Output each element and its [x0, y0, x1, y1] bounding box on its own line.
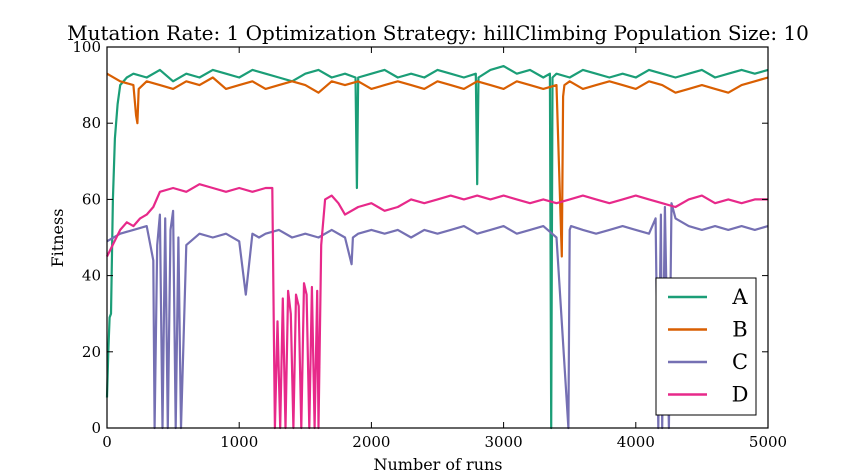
legend-label-d: D: [732, 383, 749, 407]
series-line-c: [106, 202, 769, 430]
legend-label-b: B: [732, 318, 747, 342]
y-axis-label: Fitness: [48, 209, 67, 268]
legend-label-a: A: [731, 285, 748, 309]
y-tick-label: 60: [82, 190, 101, 208]
legend-label-c: C: [732, 350, 748, 374]
series-layer: [105, 64, 769, 430]
x-tick-label: 4000: [617, 433, 655, 451]
x-tick-label: 3000: [485, 433, 523, 451]
series-line-a: [105, 64, 769, 430]
plot-frame: [106, 46, 769, 429]
y-tick-label: 100: [72, 38, 101, 56]
y-tick-label: 0: [91, 419, 101, 437]
series-line-b: [106, 72, 769, 258]
y-tick-label: 40: [82, 267, 101, 285]
y-tick-label: 80: [82, 114, 101, 132]
y-tick-label: 20: [82, 343, 101, 361]
x-tick-label: 0: [102, 433, 112, 451]
x-axis-ticks: 0 1000 2000 3000 4000 5000: [102, 47, 787, 451]
x-tick-label: 2000: [352, 433, 390, 451]
y-axis-ticks: 0 20 40 60 80 100: [72, 38, 768, 437]
series-line-d: [106, 183, 768, 430]
x-tick-label: 5000: [749, 433, 787, 451]
chart-title: Mutation Rate: 1 Optimization Strategy: …: [67, 21, 809, 45]
x-axis-label: Number of runs: [373, 455, 502, 474]
legend-box: [655, 277, 757, 416]
x-tick-label: 1000: [220, 433, 258, 451]
